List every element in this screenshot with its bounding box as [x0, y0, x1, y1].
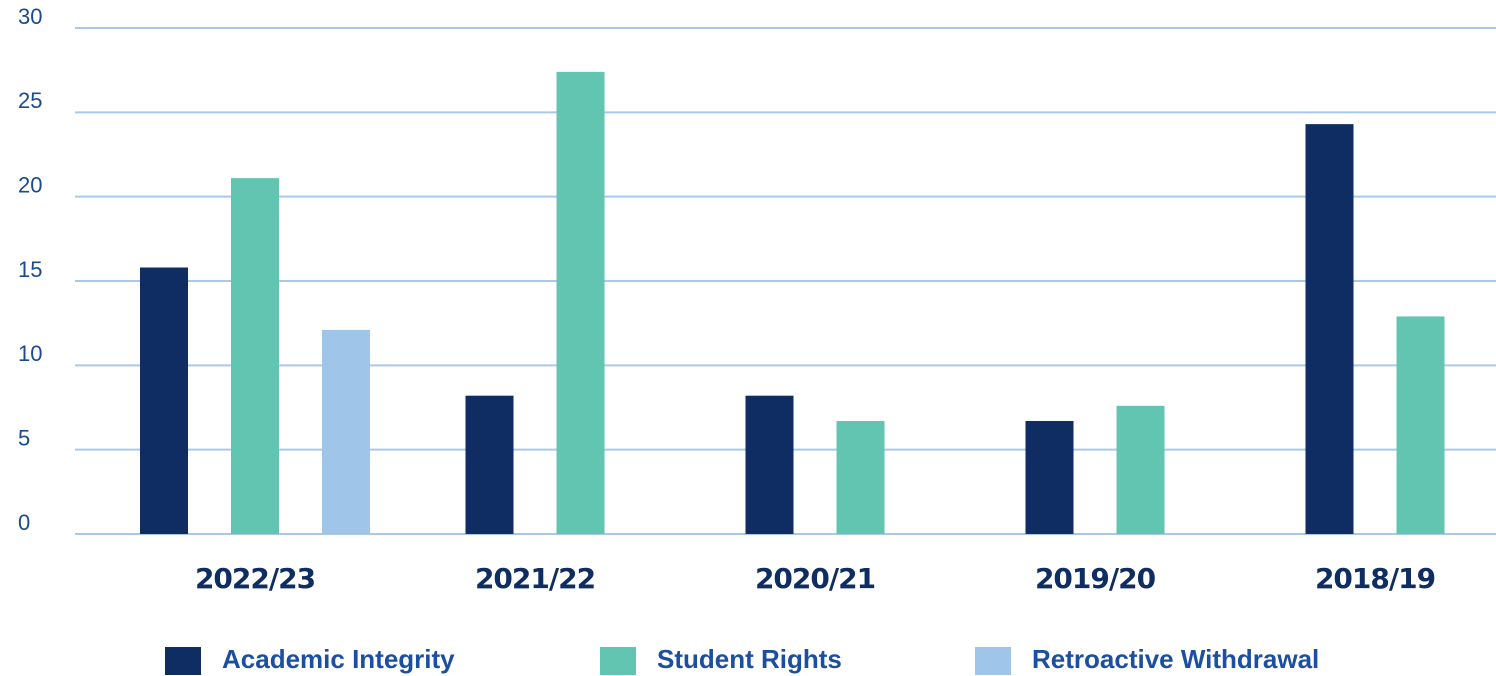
bar [322, 329, 370, 534]
bar [556, 71, 605, 534]
bar [465, 395, 514, 534]
legend-swatch [165, 647, 201, 675]
bar [231, 178, 279, 534]
bar [1116, 405, 1165, 534]
bar [1025, 420, 1074, 534]
x-tick-label: 2019/20 [1035, 562, 1156, 595]
legend-label: Student Rights [657, 644, 842, 674]
x-tick-label: 2018/19 [1315, 562, 1435, 595]
bar [140, 267, 188, 534]
bar [1396, 316, 1445, 534]
x-tick-label: 2021/22 [475, 562, 595, 595]
y-tick-label: 10 [18, 341, 42, 366]
y-tick-label: 5 [18, 425, 30, 450]
bar [836, 420, 885, 534]
y-tick-label: 15 [18, 257, 42, 282]
y-tick-label: 25 [18, 88, 42, 113]
legend-label: Academic Integrity [222, 644, 455, 674]
y-tick-label: 20 [18, 172, 42, 197]
x-tick-label: 2022/23 [195, 562, 315, 595]
bar [1305, 124, 1354, 534]
x-tick-label: 2020/21 [755, 562, 875, 595]
y-tick-label: 30 [18, 4, 42, 29]
y-tick-label: 0 [18, 510, 30, 535]
legend-swatch [600, 647, 636, 675]
legend-label: Retroactive Withdrawal [1032, 644, 1319, 674]
legend-swatch [975, 647, 1011, 675]
bar [745, 395, 794, 534]
